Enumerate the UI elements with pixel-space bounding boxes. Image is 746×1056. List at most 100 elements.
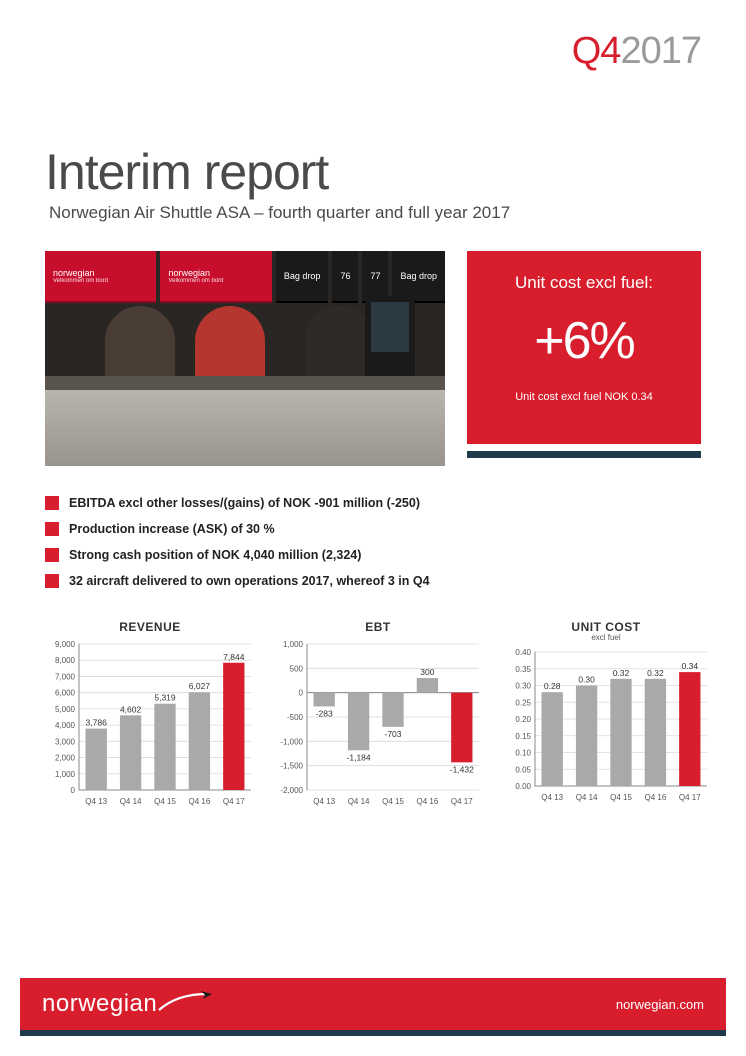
footer-url: norwegian.com: [616, 997, 704, 1012]
svg-text:300: 300: [420, 667, 434, 677]
svg-text:0.30: 0.30: [578, 675, 595, 685]
sign-panel: Bag drop: [276, 251, 329, 303]
svg-text:1,000: 1,000: [283, 640, 304, 649]
svg-text:Q4 16: Q4 16: [417, 797, 439, 806]
kpi-stripe: [467, 458, 701, 465]
chart-title: REVENUE: [45, 620, 255, 634]
period-heading: Q42017: [45, 30, 701, 73]
chart-ebt: EBT -2,000 -1,500 -1,000 -500 0 500 1,000 -283 Q…: [273, 620, 483, 808]
bullet-list: EBITDA excl other losses/(gains) of NOK …: [45, 490, 701, 594]
svg-text:-2,000: -2,000: [280, 786, 303, 795]
sign-panel: norwegianVelkommen om bord: [160, 251, 271, 303]
brand-logo: norwegian: [42, 990, 213, 1018]
kpi-stripes: [467, 444, 701, 466]
chart-unitcost-svg: 0.00 0.05 0.10 0.15 0.20 0.25 0.30 0.35 0.40 0.28…: [501, 646, 711, 804]
svg-text:Q4 15: Q4 15: [610, 793, 632, 802]
bullet-marker-icon: [45, 548, 59, 562]
period-year: 2017: [620, 30, 701, 72]
footer: norwegian norwegian.com: [0, 978, 746, 1036]
svg-text:7,000: 7,000: [55, 672, 76, 681]
bullet-marker-icon: [45, 496, 59, 510]
svg-text:0: 0: [71, 786, 76, 795]
svg-text:Q4 16: Q4 16: [645, 793, 667, 802]
svg-text:0.34: 0.34: [682, 661, 699, 671]
bullet-text: Strong cash position of NOK 4,040 millio…: [69, 548, 361, 562]
svg-text:9,000: 9,000: [55, 640, 76, 649]
svg-text:8,000: 8,000: [55, 656, 76, 665]
svg-text:-283: -283: [316, 708, 333, 718]
svg-text:-1,432: -1,432: [450, 764, 474, 774]
svg-text:Q4 13: Q4 13: [313, 797, 335, 806]
chart-subtitle: excl fuel: [501, 633, 711, 642]
svg-text:-1,000: -1,000: [280, 737, 303, 746]
bullet-item: EBITDA excl other losses/(gains) of NOK …: [45, 490, 701, 516]
svg-text:0.15: 0.15: [515, 732, 531, 741]
svg-text:Q4 16: Q4 16: [189, 797, 211, 806]
svg-text:0.20: 0.20: [515, 715, 531, 724]
kpi-stripe: [467, 451, 701, 458]
svg-text:Q4 13: Q4 13: [85, 797, 107, 806]
svg-text:0.00: 0.00: [515, 782, 531, 791]
chart-ebt-svg: -2,000 -1,500 -1,000 -500 0 500 1,000 -283 Q4 13…: [273, 638, 483, 808]
svg-text:0.10: 0.10: [515, 749, 531, 758]
chart-title: UNIT COST: [501, 620, 711, 634]
kpi-value: +6%: [477, 311, 691, 371]
svg-text:0.35: 0.35: [515, 665, 531, 674]
svg-text:Q4 14: Q4 14: [576, 793, 598, 802]
svg-text:0.25: 0.25: [515, 698, 531, 707]
bullet-text: EBITDA excl other losses/(gains) of NOK …: [69, 496, 420, 510]
svg-text:0.05: 0.05: [515, 765, 531, 774]
photo-desk: [45, 376, 445, 466]
svg-text:1,000: 1,000: [55, 770, 76, 779]
svg-text:Q4 17: Q4 17: [451, 797, 473, 806]
bullet-text: 32 aircraft delivered to own operations …: [69, 574, 430, 588]
svg-text:3,786: 3,786: [86, 718, 108, 728]
bullet-item: Strong cash position of NOK 4,040 millio…: [45, 542, 701, 568]
page-title: Interim report: [45, 143, 701, 201]
svg-text:6,000: 6,000: [55, 689, 76, 698]
svg-text:6,027: 6,027: [189, 681, 211, 691]
svg-text:0: 0: [299, 689, 304, 698]
svg-text:-1,500: -1,500: [280, 762, 303, 771]
svg-text:-500: -500: [287, 713, 304, 722]
svg-text:500: 500: [290, 664, 304, 673]
sign-panel: norwegianVelkommen om bord: [45, 251, 156, 303]
bullet-item: 32 aircraft delivered to own operations …: [45, 568, 701, 594]
bullet-marker-icon: [45, 574, 59, 588]
kpi-card: Unit cost excl fuel: +6% Unit cost excl …: [467, 251, 701, 466]
bullet-text: Production increase (ASK) of 30 %: [69, 522, 275, 536]
brand-text: norwegian: [42, 990, 157, 1018]
svg-text:Q4 17: Q4 17: [223, 797, 245, 806]
kpi-stripe: [467, 444, 701, 451]
hero-photo: norwegianVelkommen om bordnorwegianVelko…: [45, 251, 445, 466]
svg-text:0.28: 0.28: [544, 681, 561, 691]
bullet-marker-icon: [45, 522, 59, 536]
svg-text:5,000: 5,000: [55, 705, 76, 714]
svg-text:0.30: 0.30: [515, 682, 531, 691]
chart-revenue-svg: 0 1,000 2,000 3,000 4,000 5,000 6,000 7,000 8,00…: [45, 638, 255, 808]
svg-text:Q4 14: Q4 14: [120, 797, 142, 806]
svg-text:3,000: 3,000: [55, 737, 76, 746]
period-quarter: Q4: [572, 30, 621, 72]
chart-revenue: REVENUE 0 1,000 2,000 3,000 4,000 5,000 6,000 7…: [45, 620, 255, 808]
page-subtitle: Norwegian Air Shuttle ASA – fourth quart…: [45, 203, 701, 223]
svg-text:0.32: 0.32: [647, 668, 664, 678]
svg-text:Q4 13: Q4 13: [541, 793, 563, 802]
svg-text:-1,184: -1,184: [347, 752, 371, 762]
svg-text:Q4 17: Q4 17: [679, 793, 701, 802]
sign-panel: 76: [332, 251, 358, 303]
svg-text:5,319: 5,319: [154, 693, 176, 703]
kpi-note: Unit cost excl fuel NOK 0.34: [477, 391, 691, 403]
brand-swoosh-icon: [163, 994, 213, 1014]
svg-text:0.32: 0.32: [613, 668, 630, 678]
svg-text:4,602: 4,602: [120, 704, 142, 714]
chart-unitcost: UNIT COST excl fuel 0.00 0.05 0.10 0.15 0.20…: [501, 620, 711, 808]
kpi-title: Unit cost excl fuel:: [477, 273, 691, 293]
bullet-item: Production increase (ASK) of 30 %: [45, 516, 701, 542]
svg-text:0.40: 0.40: [515, 648, 531, 657]
svg-text:Q4 15: Q4 15: [382, 797, 404, 806]
svg-text:Q4 15: Q4 15: [154, 797, 176, 806]
svg-text:4,000: 4,000: [55, 721, 76, 730]
chart-title: EBT: [273, 620, 483, 634]
svg-text:2,000: 2,000: [55, 754, 76, 763]
